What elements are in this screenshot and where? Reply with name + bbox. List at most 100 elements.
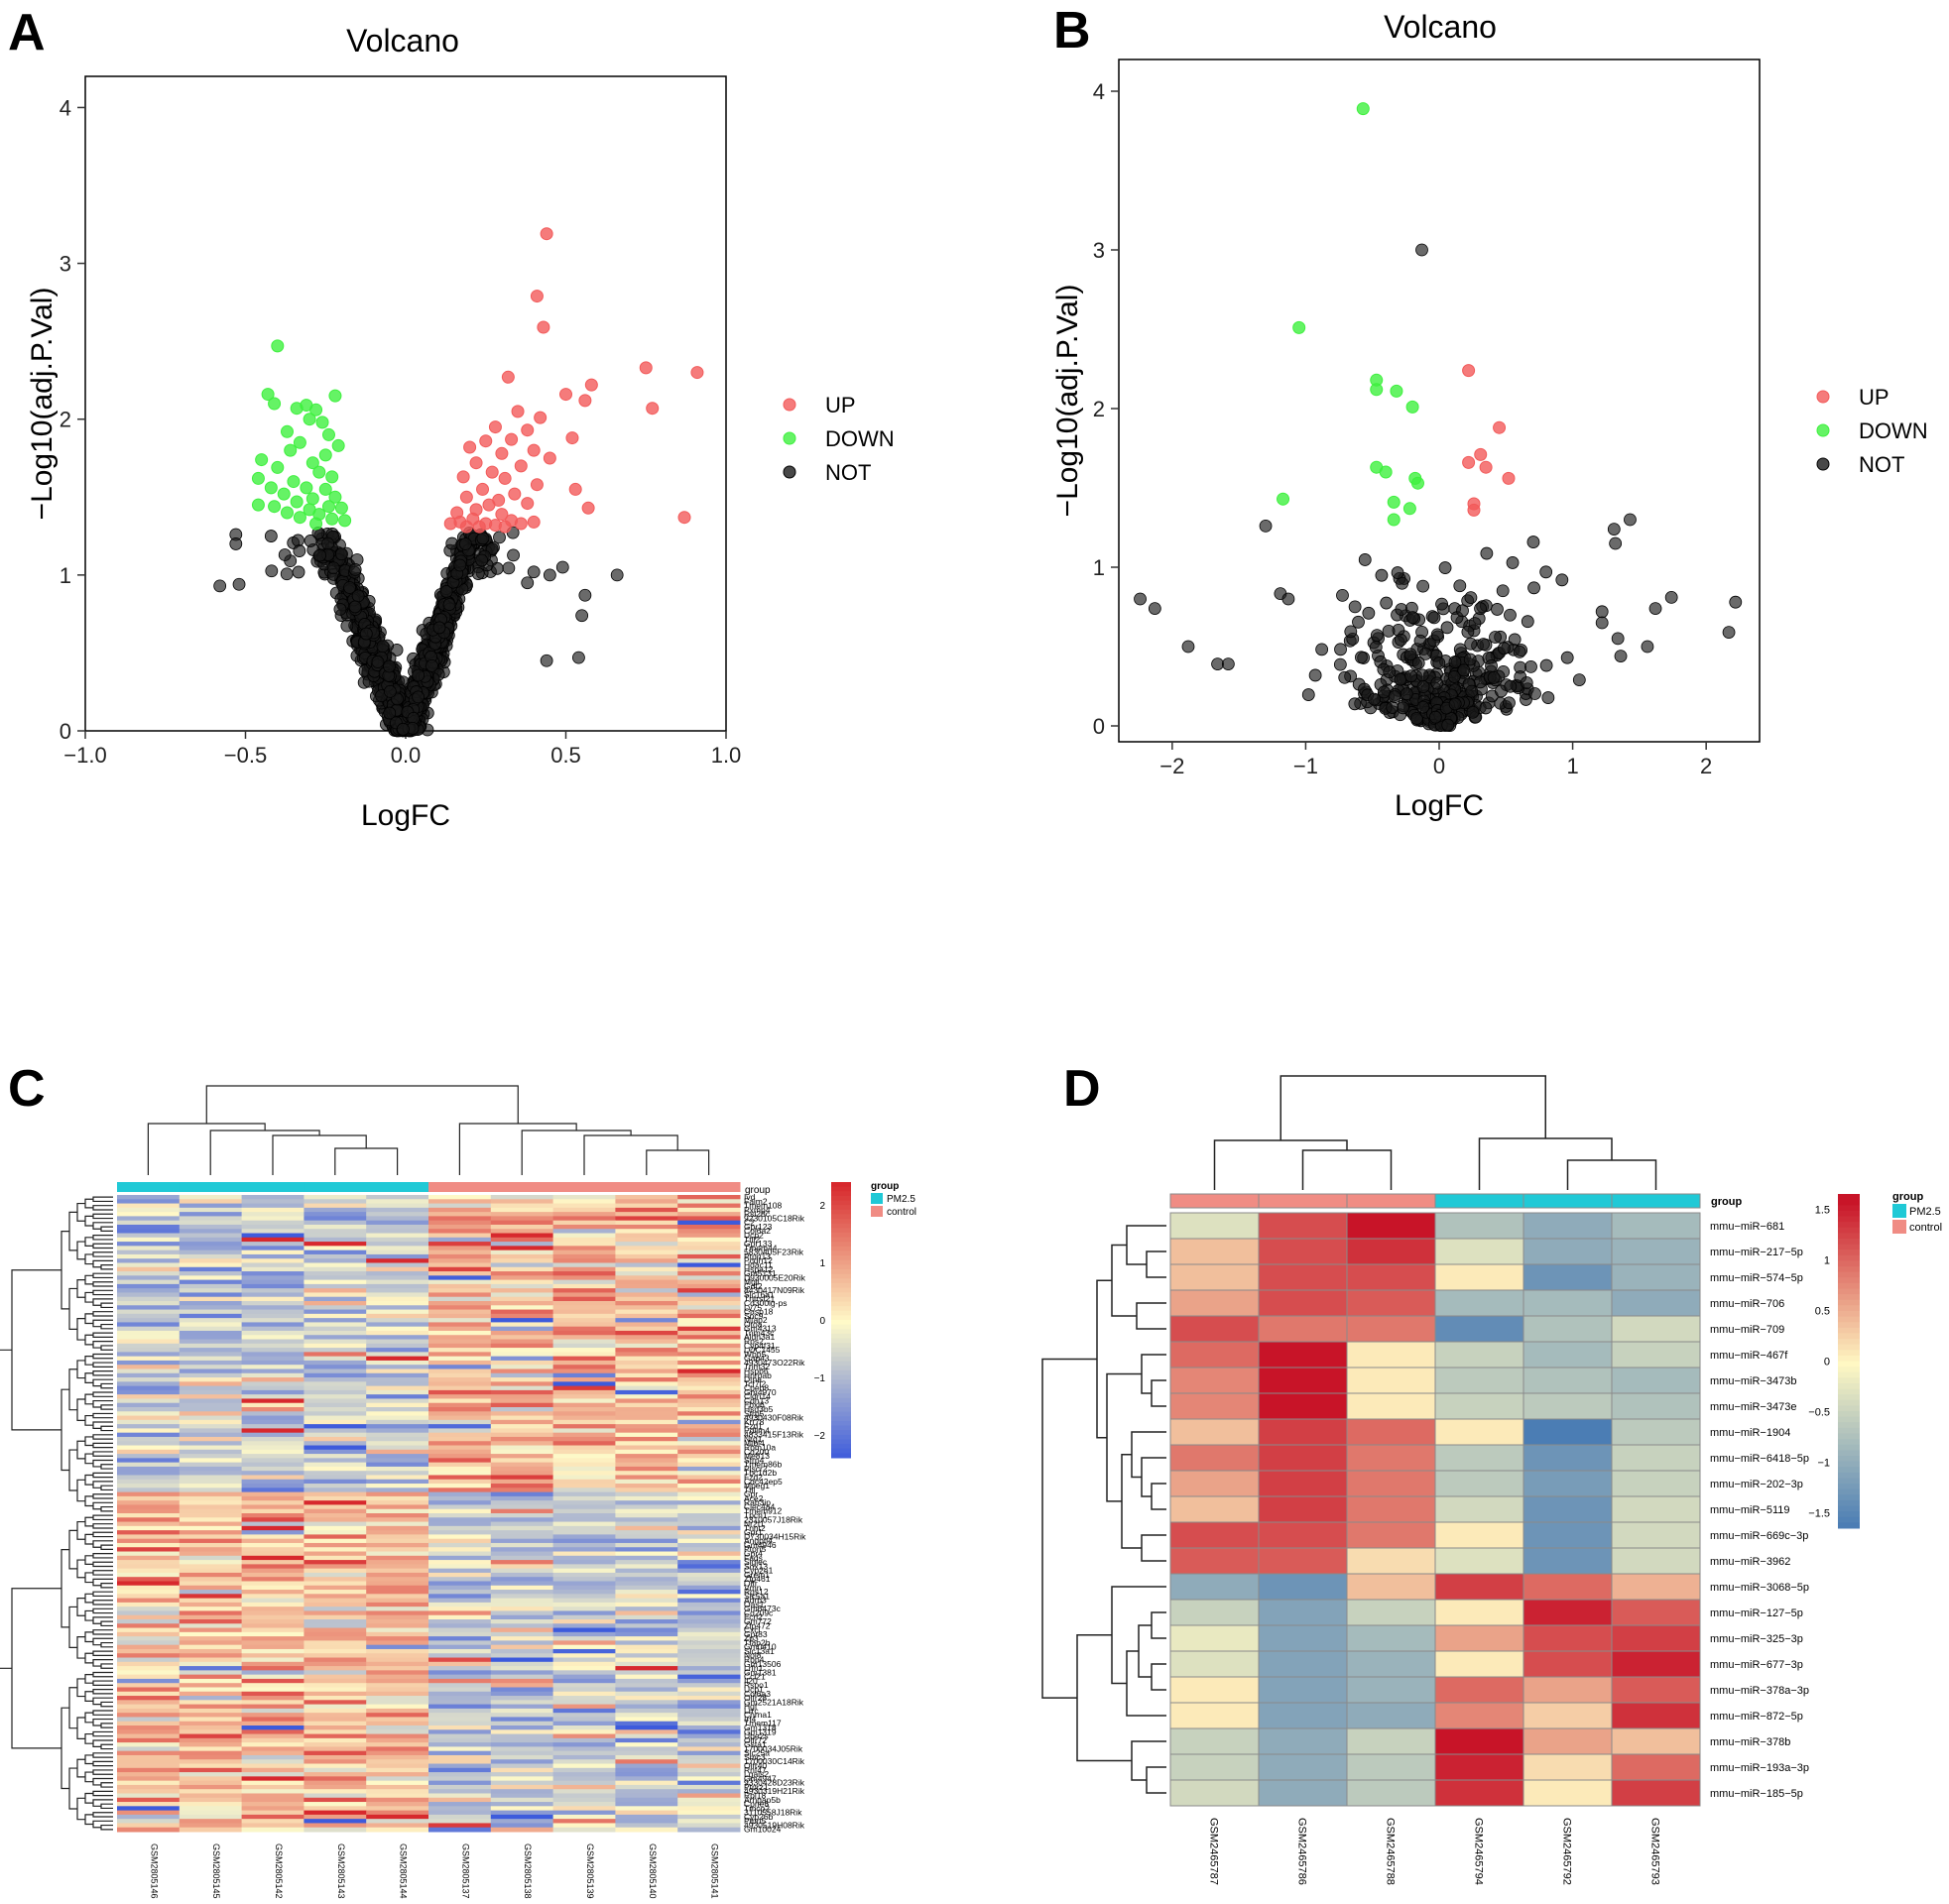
heatmap-cell [615,1445,678,1451]
heatmap-cell [428,1266,492,1272]
down-point [264,481,278,495]
heatmap-cell [490,1389,554,1395]
dendrogram-branch [84,1393,93,1405]
down-point [1277,492,1290,506]
colorbar-step [1838,1350,1860,1357]
heatmap-cell [428,1436,492,1442]
heatmap-cell [615,1560,678,1565]
heatmap-cell [677,1253,741,1259]
heatmap-cell [490,1564,554,1570]
dendrogram-branch [84,1495,93,1507]
heatmap-cell [677,1577,741,1582]
heatmap-cell [366,1381,429,1387]
heatmap-cell [304,1640,367,1646]
heatmap-cell [490,1590,554,1595]
up-point [578,394,592,408]
heatmap-cell [615,1691,678,1697]
row-label: mmu−miR−3068−5p [1710,1582,1809,1594]
dendrogram-branch [92,1472,113,1479]
heatmap-cell [677,1648,741,1654]
not-point [1572,673,1586,686]
heatmap-cell [490,1700,554,1706]
heatmap-cell [677,1339,741,1345]
heatmap-cell [304,1827,367,1833]
heatmap-cell [428,1640,492,1646]
heatmap-cell [366,1318,429,1323]
heatmap-cell [428,1614,492,1620]
heatmap-cell [677,1229,741,1235]
dendrogram-branch [92,1298,113,1306]
heatmap-cell [615,1466,678,1472]
heatmap-cell [490,1542,554,1548]
heatmap-cell [428,1441,492,1447]
heatmap-cell [241,1614,305,1620]
heatmap-cell [490,1237,554,1243]
heatmap-cell [428,1495,492,1501]
heatmap-cell [366,1262,429,1268]
colorbar-step [1838,1266,1860,1273]
not-point [1528,687,1541,700]
up-point [443,517,457,531]
colorbar-step [1838,1433,1860,1440]
heatmap-cell [179,1551,243,1557]
row-label: mmu−miR−378b [1710,1736,1790,1748]
heatmap-cell [615,1305,678,1311]
y-tick-label: 0 [60,719,71,744]
heatmap-cell [490,1301,554,1306]
heatmap-cell [241,1661,305,1667]
colorbar-step [831,1292,851,1298]
down-point [251,498,265,512]
up-point [639,361,653,375]
not-point [292,534,305,547]
heatmap-cell [677,1250,741,1255]
heatmap-cell [490,1696,554,1701]
heatmap-cell [366,1330,429,1336]
not-point [1477,638,1490,652]
down-point [325,512,339,526]
dendrogram-branch [1213,1139,1348,1190]
heatmap-cell [304,1283,367,1289]
heatmap-cell [677,1343,741,1349]
heatmap-cell [241,1644,305,1650]
heatmap-cell [677,1797,741,1803]
heatmap-cell [490,1419,554,1425]
row-label: mmu−miR−202−3p [1710,1479,1803,1490]
heatmap-cell [490,1462,554,1468]
heatmap-cell [552,1339,616,1345]
not-point [1521,615,1534,629]
heatmap-cell [615,1827,678,1833]
heatmap-cell [677,1644,741,1650]
heatmap-cell [428,1415,492,1421]
heatmap-cell [179,1640,243,1646]
column-label: GSM2805143 [336,1844,346,1899]
heatmap-cell [179,1793,243,1799]
heatmap-cell [552,1802,616,1807]
heatmap-cell [552,1797,616,1803]
heatmap-cell [490,1229,554,1235]
heatmap-cell [428,1713,492,1718]
up-point [1493,420,1507,434]
heatmap-cell [615,1195,678,1200]
colorbar-step [831,1191,851,1197]
heatmap-cell [1258,1521,1348,1549]
dendrogram-branch [84,1436,93,1447]
heatmap-cell [428,1700,492,1706]
dendrogram-branch [92,1222,113,1230]
heatmap-cell [677,1352,741,1358]
heatmap-cell [490,1750,554,1756]
heatmap-cell [615,1542,678,1548]
volcano-b-ylabel: −Log10(adj.P.Val) [1051,285,1084,518]
heatmap-cell [179,1212,243,1217]
dendrogram-branch [76,1241,85,1260]
heatmap-cell [615,1742,678,1747]
heatmap-cell [1346,1521,1436,1549]
heatmap-cell [1434,1238,1524,1265]
group-bar-cell [428,1182,492,1192]
colorbar-step [831,1182,851,1188]
colorbar-step [1838,1355,1860,1362]
heatmap-cell [615,1411,678,1417]
colorbar-step [831,1383,851,1389]
heatmap-cell [179,1296,243,1302]
not-point [1413,634,1427,648]
up-point [677,511,691,525]
